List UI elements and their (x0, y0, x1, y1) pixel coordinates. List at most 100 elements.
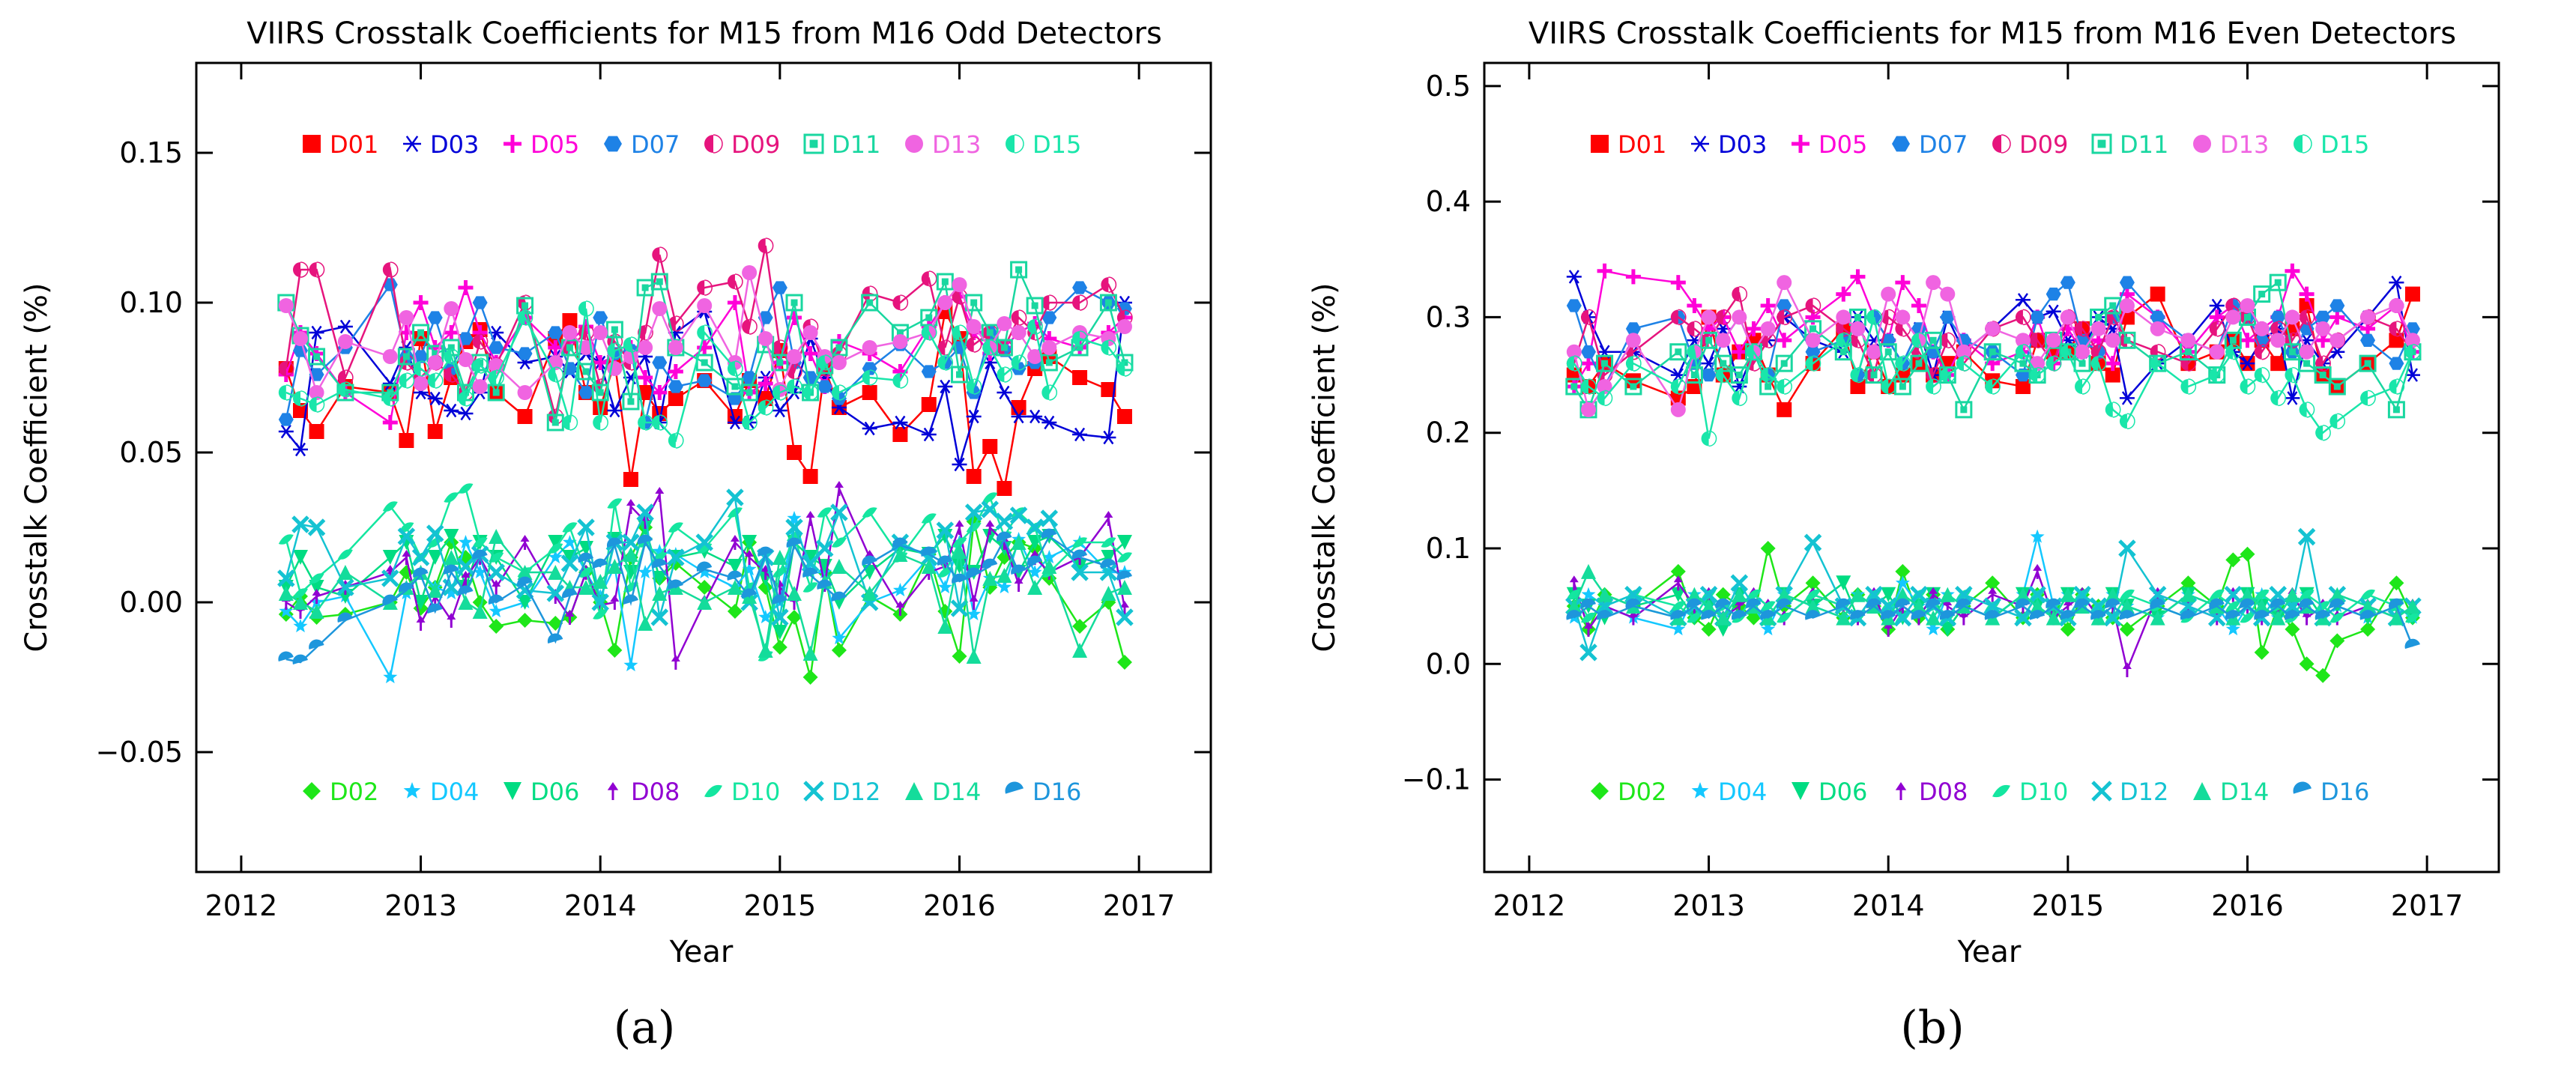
legend-label: D08 (631, 778, 680, 806)
data-point (652, 544, 667, 558)
data-point (2015, 598, 2031, 609)
data-point (593, 574, 608, 589)
data-point (2150, 610, 2165, 626)
data-point (966, 409, 982, 424)
data-point (817, 579, 832, 590)
legend-marker (2193, 135, 2211, 153)
data-point (2359, 610, 2376, 620)
data-point (444, 586, 459, 600)
data-point (2105, 587, 2120, 602)
data-point (607, 498, 623, 509)
data-point (1566, 270, 1582, 284)
data-point (489, 552, 504, 563)
data-point (411, 548, 430, 566)
data-point (337, 334, 353, 349)
data-point (2299, 298, 2315, 313)
data-point (1569, 575, 1579, 591)
data-point (413, 567, 429, 578)
data-point (2240, 378, 2256, 395)
data-point (309, 261, 325, 278)
data-point (1895, 309, 1911, 325)
data-point (562, 588, 578, 599)
data-point (982, 439, 998, 454)
legend-marker (1992, 784, 2010, 798)
data-point (2122, 662, 2132, 677)
data-point (2105, 598, 2120, 609)
data-point (892, 334, 908, 349)
data-point (892, 372, 909, 389)
data-point (412, 324, 430, 342)
data-point (2060, 610, 2075, 620)
data-point (1026, 297, 1044, 315)
legend-label: D11 (832, 130, 880, 159)
legend-marker (2091, 781, 2112, 802)
data-point (277, 569, 295, 587)
data-point (626, 499, 635, 514)
data-point (2028, 585, 2046, 604)
data-point (697, 324, 713, 341)
data-point (966, 522, 982, 533)
data-point (892, 415, 908, 430)
data-point (862, 385, 877, 400)
legend-label: D16 (2320, 778, 2369, 806)
legend-item-d06: D06 (504, 778, 579, 806)
data-point (772, 640, 787, 655)
data-point (1671, 622, 1686, 636)
data-point (1011, 325, 1027, 340)
data-point (787, 445, 802, 460)
data-point (697, 279, 713, 296)
data-point (727, 360, 743, 377)
legend-item-d11: D11 (2091, 130, 2168, 159)
data-point (1881, 286, 1896, 302)
data-point (1776, 598, 1792, 609)
legend-label: D14 (932, 778, 981, 806)
data-point (607, 342, 623, 359)
data-point (831, 537, 847, 548)
data-point (727, 409, 743, 424)
data-point (652, 356, 668, 369)
data-point (2299, 309, 2315, 326)
data-point (591, 384, 609, 402)
data-point (413, 295, 429, 310)
data-point (2030, 366, 2046, 384)
data-point (2254, 599, 2270, 614)
data-point (1101, 430, 1116, 445)
data-point (1926, 610, 1941, 626)
data-point (862, 421, 877, 436)
data-point (787, 610, 802, 625)
data-point (772, 625, 787, 640)
data-point (1624, 378, 1642, 396)
chart-title: VIIRS Crosstalk Coefficients for M15 fro… (247, 16, 1162, 51)
data-point (1072, 537, 1088, 548)
data-point (2148, 585, 2167, 604)
data-point (1041, 311, 1057, 324)
data-point (1715, 598, 1731, 609)
data-point (2299, 344, 2315, 360)
data-point (1956, 598, 1971, 609)
data-point (1101, 382, 1116, 397)
data-point (2046, 333, 2061, 348)
data-point (668, 522, 683, 533)
data-point (291, 515, 309, 533)
legend-item-d10: D10 (704, 778, 780, 806)
data-point (1866, 598, 1882, 609)
data-point (1597, 263, 1612, 279)
data-point (668, 380, 683, 393)
data-point (292, 595, 308, 610)
data-point (278, 586, 294, 601)
data-point (517, 613, 533, 628)
data-point (996, 531, 1012, 542)
data-point (1670, 378, 1687, 395)
data-point (1072, 294, 1088, 311)
data-point (458, 280, 474, 295)
data-point (668, 432, 684, 449)
legend-label: D09 (731, 130, 780, 159)
data-point (623, 547, 638, 562)
data-point (1701, 599, 1717, 614)
data-point (1072, 370, 1088, 385)
data-point (1760, 610, 1776, 620)
data-point (952, 324, 968, 341)
data-point (921, 427, 937, 442)
data-point (1566, 589, 1582, 600)
data-point (607, 643, 623, 658)
